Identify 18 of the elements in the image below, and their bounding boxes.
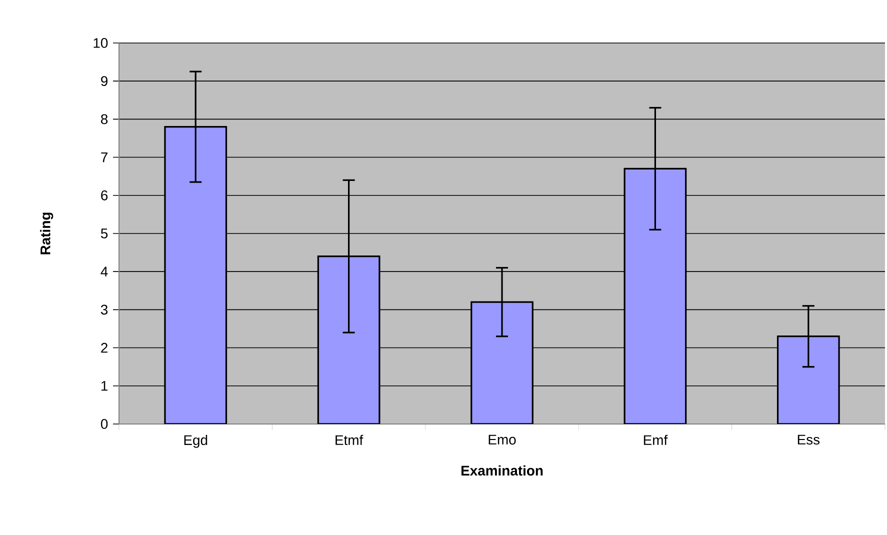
y-tick-label: 4 — [100, 266, 108, 276]
y-tick-label: 2 — [101, 342, 108, 353]
y-tick-label: 1 — [101, 381, 108, 391]
y-tick-label: 6 — [101, 190, 108, 200]
y-tick-label: 3 — [100, 304, 108, 315]
x-tick-label: Emo — [488, 434, 516, 445]
y-tick-label: 7 — [101, 152, 108, 162]
y-tick-label: 8 — [101, 114, 108, 124]
x-axis-title: Examination — [461, 465, 543, 476]
y-tick-label: 5 — [100, 228, 108, 238]
y-tick-label: 0 — [100, 419, 108, 429]
x-tick-label: Emf — [644, 434, 668, 445]
y-tick-label: 10 — [94, 38, 108, 48]
x-tick-label: Ess — [798, 434, 820, 445]
x-tick-label: Etmf — [336, 434, 364, 446]
y-tick-label: 9 — [101, 76, 108, 86]
x-tick-label: Egd — [184, 434, 208, 448]
y-axis-title: Rating — [40, 212, 54, 254]
